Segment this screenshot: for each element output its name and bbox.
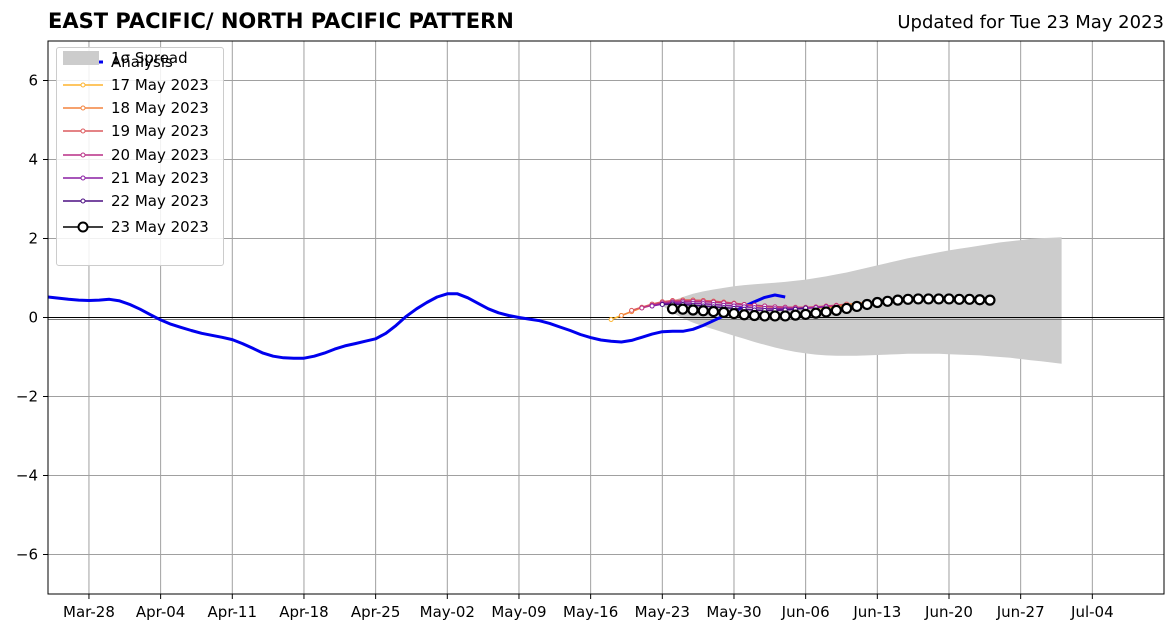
x-tick-label: Jun-27 xyxy=(996,603,1045,621)
spread-band xyxy=(662,237,1062,364)
legend-label: 23 May 2023 xyxy=(111,218,209,236)
legend-item: 1σ Spread xyxy=(57,48,188,68)
legend-item: 23 May 2023 xyxy=(57,217,209,237)
legend-label: 20 May 2023 xyxy=(111,146,209,164)
legend-item: 20 May 2023 xyxy=(57,145,209,165)
legend-label: 22 May 2023 xyxy=(111,192,209,210)
current-forecast-point xyxy=(707,305,720,318)
current-forecast-point xyxy=(974,294,986,306)
current-forecast-point xyxy=(943,293,955,305)
y-tick-label: 0 xyxy=(28,309,38,327)
current-forecast-point xyxy=(769,310,781,322)
legend-label: 1σ Spread xyxy=(111,49,188,67)
legend-item: 18 May 2023 xyxy=(57,98,209,118)
forecast-point xyxy=(618,313,624,319)
current-forecast-point xyxy=(933,293,945,305)
current-forecast-point xyxy=(851,300,863,313)
current-forecast-point xyxy=(666,303,679,315)
current-forecast-point xyxy=(953,293,965,305)
current-forecast-point xyxy=(810,307,822,319)
current-forecast-point xyxy=(759,310,771,322)
legend-swatch xyxy=(63,51,99,65)
current-forecast-point xyxy=(922,293,935,305)
x-tick-label: Jun-20 xyxy=(924,603,973,621)
chart-title: EAST PACIFIC/ NORTH PACIFIC PATTERN xyxy=(48,9,514,33)
legend-item: 22 May 2023 xyxy=(57,191,209,211)
legend-swatch xyxy=(63,198,103,204)
plot-group xyxy=(48,237,1164,364)
current-forecast-point xyxy=(738,309,750,321)
current-forecast-point xyxy=(779,310,791,322)
current-forecast-point xyxy=(800,308,812,320)
current-forecast-point xyxy=(697,305,709,317)
x-tick-label: Apr-18 xyxy=(279,603,329,621)
legend-item: 17 May 2023 xyxy=(57,75,209,95)
legend-swatch xyxy=(63,152,103,158)
x-tick-label: May-02 xyxy=(420,603,475,621)
x-tick-label: May-09 xyxy=(491,603,546,621)
current-forecast-point xyxy=(912,293,924,305)
plot-frame xyxy=(47,40,1165,595)
current-forecast-point xyxy=(861,298,873,311)
forecast-point xyxy=(659,301,665,307)
current-forecast-series xyxy=(666,293,996,322)
current-forecast-point xyxy=(984,294,996,306)
current-forecast-point xyxy=(902,293,914,305)
forecast-point xyxy=(639,305,645,311)
y-tick-label: 4 xyxy=(28,151,38,169)
current-forecast-point xyxy=(718,306,730,318)
updated-date: Updated for Tue 23 May 2023 xyxy=(897,12,1164,33)
x-tick-label: Jun-06 xyxy=(781,603,830,621)
x-tick-label: Mar-28 xyxy=(63,603,115,621)
y-tick-label: 2 xyxy=(28,230,38,248)
legend-label: Analysis xyxy=(111,53,173,71)
legend-swatch xyxy=(63,128,103,134)
x-tick-label: Apr-04 xyxy=(136,603,186,621)
y-tick-label: −2 xyxy=(16,388,38,406)
x-tick-label: May-30 xyxy=(706,603,761,621)
legend-item: 19 May 2023 xyxy=(57,121,209,141)
legend-swatch xyxy=(63,175,103,181)
legend-swatch xyxy=(63,82,103,88)
current-forecast-point xyxy=(892,294,904,306)
analysis-line xyxy=(48,292,786,360)
legend-swatch xyxy=(63,221,103,233)
legend-label: 17 May 2023 xyxy=(111,76,209,94)
current-forecast-point xyxy=(841,302,853,315)
forecast-point xyxy=(629,307,635,313)
x-tick-label: May-23 xyxy=(635,603,690,621)
x-tick-label: Jul-04 xyxy=(1070,603,1114,621)
current-forecast-point xyxy=(789,309,802,321)
y-tick-label: −6 xyxy=(16,546,38,564)
current-forecast-point xyxy=(881,295,894,307)
forecast-point xyxy=(649,303,655,309)
current-forecast-point xyxy=(748,309,761,322)
legend-label: 18 May 2023 xyxy=(111,99,209,117)
legend-label: 19 May 2023 xyxy=(111,122,209,140)
x-tick-label: Apr-11 xyxy=(208,603,258,621)
current-forecast-point xyxy=(963,293,976,305)
current-forecast-point xyxy=(830,304,842,316)
legend-item: 21 May 2023 xyxy=(57,168,209,188)
x-tick-label: Apr-25 xyxy=(351,603,401,621)
current-forecast-point xyxy=(820,306,832,318)
current-forecast-point xyxy=(871,296,883,309)
current-forecast-point xyxy=(677,303,689,315)
legend: Analysis 17 May 2023 18 May 2023 19 May 202… xyxy=(56,47,224,266)
x-tick-label: Jun-13 xyxy=(852,603,901,621)
forecast-point xyxy=(608,316,614,322)
y-tick-label: −4 xyxy=(16,467,38,485)
current-forecast-point xyxy=(687,304,699,316)
x-tick-label: May-16 xyxy=(563,603,618,621)
y-tick-label: 6 xyxy=(28,72,38,90)
legend-swatch xyxy=(63,105,103,111)
current-forecast-point xyxy=(728,307,740,320)
legend-label: 21 May 2023 xyxy=(111,169,209,187)
